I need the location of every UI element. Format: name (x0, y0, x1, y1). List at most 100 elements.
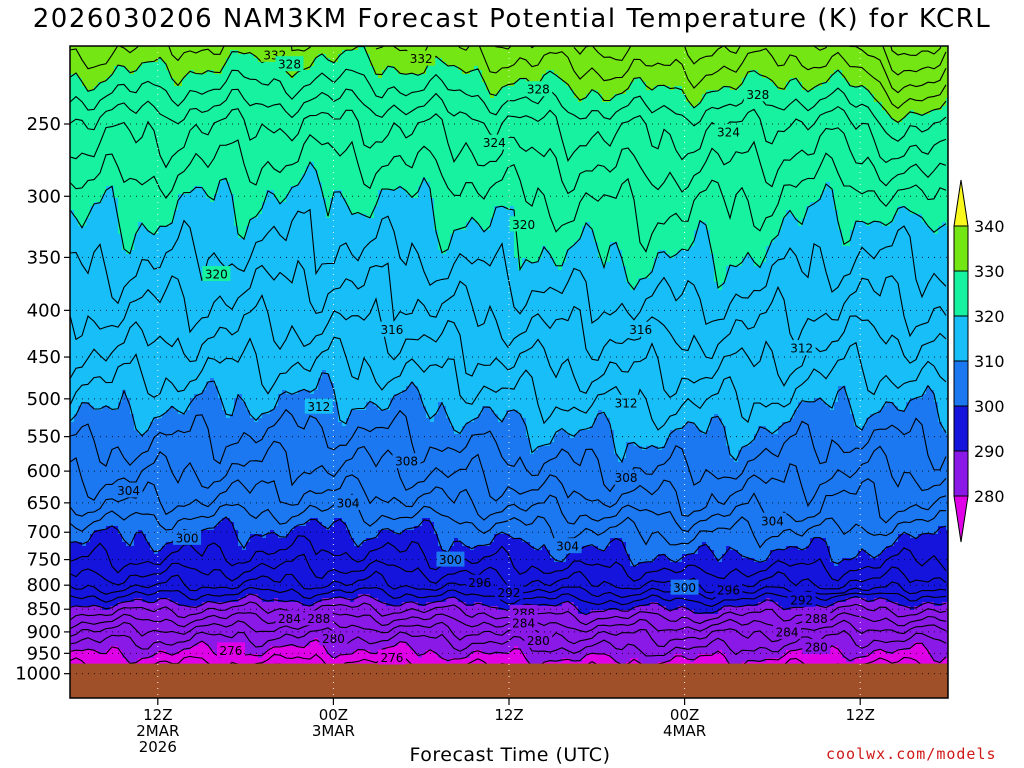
x-axis-label: Forecast Time (UTC) (330, 744, 690, 766)
y-tick-label: 800 (27, 575, 61, 596)
colorbar-tick-label: 300 (974, 397, 1005, 416)
contour-label-bg (626, 321, 655, 337)
contour-label: 288 (805, 612, 828, 626)
x-tick-label: 12Z (494, 706, 523, 724)
contour-line (70, 601, 947, 626)
y-tick-label: 700 (27, 522, 61, 543)
contour-line (882, 46, 947, 76)
colorbar-extend-bottom (953, 495, 969, 543)
contour-label-bg (304, 398, 333, 414)
contour-label-bg (524, 632, 553, 648)
y-tick-label: 850 (27, 599, 61, 620)
contour-label-bg (392, 453, 421, 469)
contour-label: 304 (337, 496, 360, 510)
contour-label: 320 (205, 268, 228, 282)
contour-line (70, 593, 947, 616)
contour-label: 276 (220, 644, 243, 658)
contour-label-bg (407, 50, 436, 66)
contour-label-bg (758, 512, 787, 528)
contour-label-bg (114, 482, 143, 498)
contour-label: 276 (380, 651, 403, 665)
colorbar-band (953, 405, 969, 452)
contour-line (70, 133, 947, 253)
contour-label: 316 (629, 323, 652, 337)
contour-line (70, 440, 947, 517)
contour-label: 284 (776, 625, 799, 639)
contour-label-bg (334, 494, 363, 510)
contour-label-bg (173, 529, 202, 545)
contour-label: 312 (615, 396, 638, 410)
x-tick-label: 4MAR (663, 722, 706, 740)
contour-line (70, 408, 947, 493)
contour-label-bg (465, 574, 494, 590)
x-tick-label: 3MAR (312, 722, 355, 740)
contour-label: 328 (278, 58, 301, 72)
colorbar-band (953, 360, 969, 407)
contour-label-bg (480, 134, 509, 150)
y-tick-label: 250 (27, 114, 61, 135)
contour-line (70, 474, 947, 533)
contour-label-bg (319, 630, 348, 646)
axes: 2503003504004505005506006507007508008509… (15, 45, 949, 756)
contour-label: 280 (322, 632, 345, 646)
contour-line (890, 46, 942, 56)
y-tick-label: 300 (27, 186, 61, 207)
y-tick-label: 350 (27, 247, 61, 268)
contour-label: 284 (278, 612, 301, 626)
contour-line (70, 259, 947, 362)
contour-label-bg (202, 266, 231, 282)
colorbar-band (953, 225, 969, 272)
contour-label: 316 (380, 323, 403, 337)
contour-label: 308 (615, 471, 638, 485)
colorbar-tick-label: 280 (974, 487, 1005, 506)
contour-label: 304 (556, 540, 579, 554)
contour-label: 296 (717, 584, 740, 598)
contour-label-bg (612, 469, 641, 485)
contour-line (70, 610, 947, 633)
contour-label-bg (216, 642, 245, 658)
x-tick-label: 00Z (319, 706, 348, 724)
contour-label: 288 (307, 612, 330, 626)
colorbar-tick-label: 310 (974, 352, 1005, 371)
colorbar-band (953, 270, 969, 317)
contour-label: 300 (439, 553, 462, 567)
contour-label: 292 (498, 586, 521, 600)
contour-label: 292 (790, 593, 813, 607)
contour-label-bg (436, 551, 465, 567)
contour-label-bg (612, 394, 641, 410)
y-tick-label: 500 (27, 389, 61, 410)
contour-label-bg (670, 579, 699, 595)
x-tick-label: 00Z (670, 706, 699, 724)
contour-label: 312 (307, 400, 330, 414)
y-tick-label: 1000 (15, 664, 61, 685)
y-tick-label: 550 (27, 427, 61, 448)
credit-text: coolwx.com/models (826, 745, 997, 763)
y-tick-label: 400 (27, 300, 61, 321)
contour-line (70, 372, 947, 464)
contour-label: 304 (117, 484, 140, 498)
colorbar-tick-label: 290 (974, 442, 1005, 461)
contour-label: 308 (395, 455, 418, 469)
contour-label: 312 (790, 342, 813, 356)
contour-label-bg (714, 123, 743, 139)
colorbar-tick-label: 320 (974, 307, 1005, 326)
contour-label-bg (787, 340, 816, 356)
contour-line (70, 88, 947, 164)
contour-line (70, 516, 947, 568)
contour-label-bg (275, 56, 304, 72)
contour-label-bg (377, 649, 406, 665)
colorbar-tick-label: 330 (974, 262, 1005, 281)
contour-label-bg (714, 582, 743, 598)
contour-label-bg (304, 610, 333, 626)
contour-label: 328 (746, 88, 769, 102)
contour-label: 280 (805, 641, 828, 655)
grid-lines (70, 46, 948, 698)
contour-label-bg (787, 591, 816, 607)
y-tick-label: 900 (27, 622, 61, 643)
y-tick-label: 600 (27, 461, 61, 482)
contour-label: 280 (527, 634, 550, 648)
contour-label-bg (802, 610, 831, 626)
contour-label-bg (743, 86, 772, 102)
contour-label: 324 (717, 125, 740, 139)
